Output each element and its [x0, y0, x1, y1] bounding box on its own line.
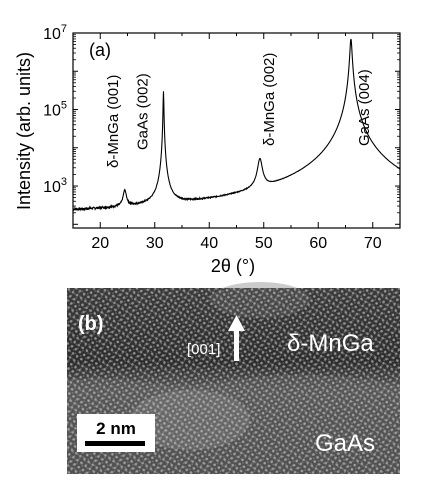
x-tick-label: 30: [146, 235, 164, 252]
x-tick-label: 40: [200, 235, 218, 252]
layer-label-bottom: GaAs: [315, 430, 375, 457]
scale-bar: 2 nm: [77, 414, 155, 452]
peak-labels: δ-MnGa (001) GaAs (002) δ-MnGa (002) GaAs (…: [105, 53, 373, 168]
y-tick-exponent: 5: [61, 100, 67, 112]
peak-label: δ-MnGa (002): [261, 53, 278, 146]
peak-label: GaAs (004): [356, 69, 373, 146]
x-axis-label: 2θ (°): [211, 256, 255, 276]
y-tick-label: 107: [43, 23, 67, 43]
x-tick-label: 20: [91, 235, 109, 252]
y-tick-base: 10: [43, 103, 61, 120]
y-tick-base: 10: [43, 179, 61, 196]
xrd-data-line: [72, 38, 401, 212]
tem-micrograph: (b) [001] δ-MnGa GaAs 2 nm: [67, 282, 400, 474]
direction-label: [001]: [187, 341, 220, 358]
y-axis-label: Intensity (arb. units): [14, 52, 34, 210]
x-tick-label: 60: [309, 235, 327, 252]
y-tick-label: 105: [43, 100, 67, 120]
y-tick-exponent: 7: [61, 23, 67, 35]
x-axis-ticks: 20 30 40 50 60 70: [72, 33, 401, 252]
scale-bar-line: [85, 441, 145, 446]
panel-b-label: (b): [78, 313, 104, 335]
peak-label: δ-MnGa (001): [105, 75, 122, 168]
y-tick-exponent: 3: [61, 176, 67, 188]
peak-label: GaAs (002): [135, 73, 152, 150]
direction-arrow-icon: [228, 315, 245, 361]
x-tick-label: 50: [255, 235, 273, 252]
panel-a-label: (a): [89, 40, 111, 60]
y-tick-label: 103: [43, 176, 67, 196]
x-tick-label: 70: [364, 235, 382, 252]
y-tick-base: 10: [43, 26, 61, 43]
scale-bar-label: 2 nm: [96, 419, 136, 438]
layer-label-top: δ-MnGa: [287, 330, 374, 357]
